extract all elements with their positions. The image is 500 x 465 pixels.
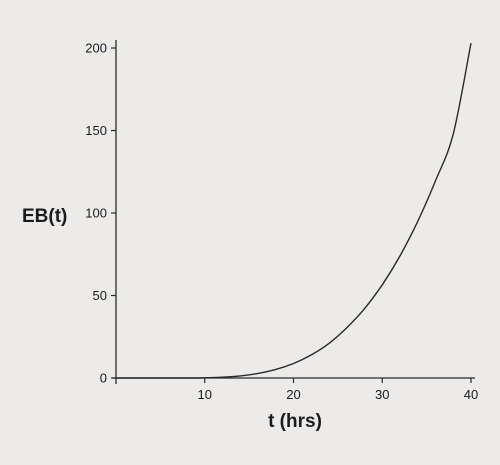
series [115,42,472,379]
y-axis-label: EB(t) [22,206,67,227]
y-tick-label: 50 [93,288,107,303]
x-tick-label: 40 [464,387,478,402]
x-tick-label: 30 [375,387,389,402]
y-tick-label: 100 [85,206,107,221]
y-tick-label: 200 [85,41,107,56]
x-tick-label: 20 [286,387,300,402]
y-tick-label: 150 [85,123,107,138]
axes [112,40,475,384]
ticks: 0 50 100 150 200 10 20 30 40 [85,41,478,403]
series-line [115,42,472,379]
x-axis-label: t (hrs) [268,411,322,432]
y-tick-label: 0 [100,371,107,386]
x-tick-label: 10 [198,387,212,402]
